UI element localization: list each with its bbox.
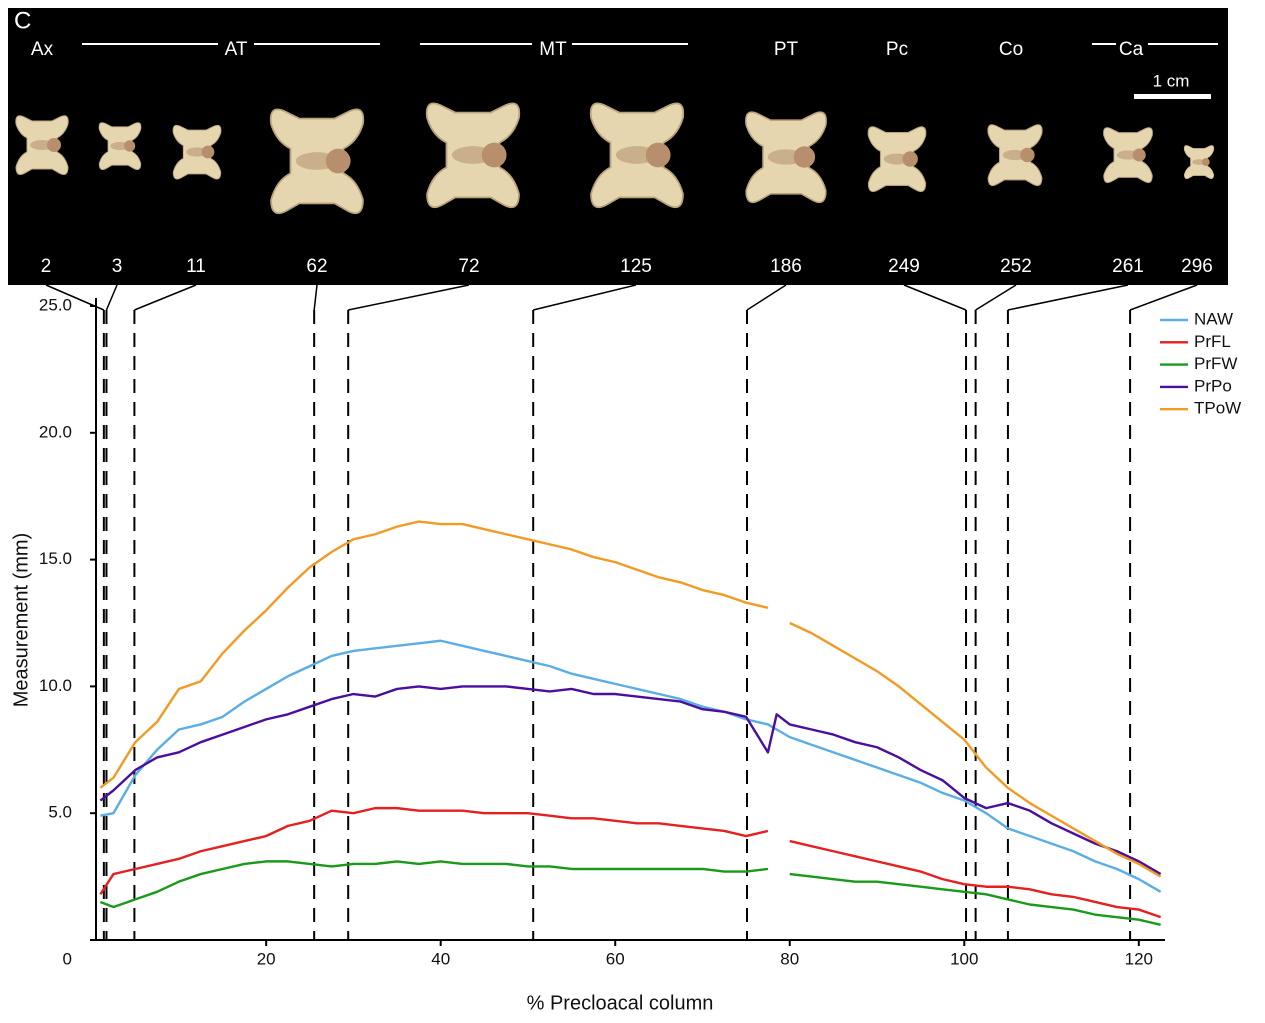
- region-label: AT: [225, 39, 248, 60]
- vertebra-number: 3: [112, 256, 123, 277]
- specimen-strip: C Ax AT MT PT Pc Co Ca 1 cm: [8, 7, 1228, 285]
- vertebra-number: 125: [620, 256, 652, 277]
- region-label: Pc: [886, 39, 908, 60]
- marker-connector: [903, 284, 967, 311]
- legend-label: PrPo: [1194, 376, 1232, 395]
- series-line: [100, 639, 1162, 893]
- legend-label: PrFL: [1194, 332, 1231, 351]
- vertebra-number: 11: [186, 256, 206, 277]
- marker-connector: [348, 284, 470, 311]
- series-line: [99, 520, 769, 789]
- series-line: [99, 685, 1162, 876]
- vertebra-number: 249: [888, 256, 920, 277]
- legend-label: TPoW: [1194, 399, 1241, 418]
- marker-connector: [1129, 284, 1198, 311]
- region-label: PT: [774, 39, 799, 60]
- series-line: [99, 806, 769, 896]
- y-axis-title: Measurement (mm): [10, 533, 32, 707]
- x-tick-label: 40: [431, 949, 450, 968]
- vertebra-number: 2: [41, 256, 52, 277]
- region-label: Ca: [1119, 39, 1144, 60]
- chart: % Precloacal column Measurement (mm): [10, 298, 1165, 1014]
- vertebra-number: 72: [458, 256, 479, 277]
- marker-connector: [975, 284, 1017, 311]
- marker-connector: [746, 284, 787, 311]
- y-tick-label: 10.0: [39, 676, 72, 695]
- y-tick-label: 0: [63, 949, 72, 968]
- region-label: Co: [999, 39, 1023, 60]
- marker-connector: [1007, 284, 1129, 311]
- series-line: [789, 872, 1161, 926]
- marker-connector: [313, 284, 318, 311]
- region-label: MT: [539, 39, 567, 60]
- y-tick-label: 5.0: [48, 803, 72, 822]
- x-tick-label: 100: [950, 949, 978, 968]
- marker-connector: [105, 284, 118, 311]
- series-line: [789, 839, 1162, 919]
- y-tick-label: 25.0: [39, 295, 72, 314]
- legend-label: PrFW: [1194, 354, 1237, 373]
- y-tick-label: 20.0: [39, 422, 72, 441]
- vertebra-number: 186: [770, 256, 802, 277]
- panel-letter: C: [14, 7, 31, 34]
- x-tick-label: 120: [1125, 949, 1153, 968]
- marker-connector: [134, 284, 197, 311]
- series-line: [789, 621, 1162, 878]
- y-tick-label: 15.0: [39, 549, 72, 568]
- x-tick-label: 20: [257, 949, 276, 968]
- vertebra-number: 252: [1000, 256, 1032, 277]
- x-tick-label: 60: [606, 949, 625, 968]
- region-label: Ax: [31, 39, 54, 60]
- scale-bar-label: 1 cm: [1153, 71, 1190, 90]
- x-tick-label: 80: [780, 949, 799, 968]
- marker-connector: [533, 284, 637, 311]
- x-axis-title: % Precloacal column: [527, 992, 714, 1014]
- series-line: [99, 860, 769, 909]
- vertebra-number: 296: [1181, 256, 1213, 277]
- marker-connector: [45, 284, 105, 311]
- scale-bar: [1134, 94, 1211, 99]
- vertebra-number: 261: [1112, 256, 1144, 277]
- legend-label: NAW: [1194, 309, 1233, 328]
- vertebra-number: 62: [306, 256, 327, 277]
